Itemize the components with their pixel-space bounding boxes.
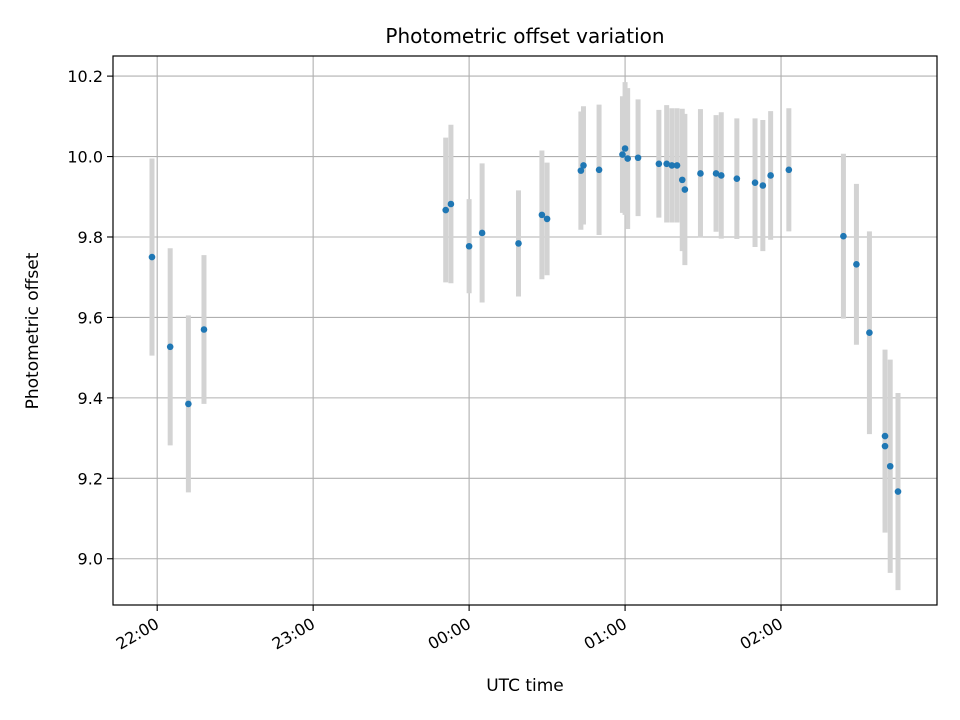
y-axis-ticks: 9.0 9.2 9.4 9.6 9.8 10.0 10.2 <box>67 67 113 569</box>
data-point <box>673 162 681 169</box>
y-tick-label: 9.8 <box>78 228 103 247</box>
y-axis-title: Photometric offset <box>23 252 43 409</box>
data-point <box>881 442 889 450</box>
data-point <box>840 232 847 240</box>
data-point <box>886 462 894 470</box>
data-point <box>881 432 889 440</box>
y-tick-label: 9.0 <box>78 550 103 569</box>
data-point <box>538 211 546 219</box>
data-point <box>866 329 873 337</box>
data-point <box>681 186 689 193</box>
data-point <box>767 172 774 179</box>
data-point <box>751 179 759 186</box>
data-point <box>200 326 208 333</box>
data-point <box>465 242 473 250</box>
data-point <box>634 154 642 162</box>
data-point <box>697 170 704 177</box>
y-tick-label: 9.6 <box>78 308 103 327</box>
data-point <box>478 229 486 237</box>
data-point <box>543 215 551 223</box>
data-point <box>853 261 860 268</box>
data-point <box>655 160 663 168</box>
data-points <box>148 145 902 495</box>
y-tick-label: 10.2 <box>67 67 103 86</box>
grid-lines <box>113 56 937 605</box>
data-point <box>624 155 631 162</box>
y-tick-label: 9.4 <box>78 389 103 408</box>
y-tick-label: 10.0 <box>67 148 103 167</box>
data-point <box>580 162 587 169</box>
y-tick-label: 9.2 <box>78 469 103 488</box>
data-point <box>621 145 629 152</box>
x-axis-title: UTC time <box>486 676 564 696</box>
data-point <box>166 343 174 351</box>
data-point <box>577 167 585 174</box>
data-point <box>447 200 455 208</box>
chart-title: Photometric offset variation <box>385 24 664 48</box>
data-point <box>668 162 676 169</box>
data-point <box>185 400 192 408</box>
data-point <box>148 253 156 261</box>
data-point <box>663 160 670 168</box>
data-point <box>619 151 626 158</box>
data-point <box>678 176 686 184</box>
data-point <box>733 175 741 182</box>
data-point <box>515 240 522 247</box>
data-point <box>595 166 603 174</box>
data-point <box>759 182 767 189</box>
data-point <box>712 170 720 177</box>
data-point <box>894 488 902 495</box>
data-point <box>785 166 793 174</box>
data-point <box>717 172 725 179</box>
plot-frame <box>112 55 938 606</box>
data-point <box>442 206 450 214</box>
